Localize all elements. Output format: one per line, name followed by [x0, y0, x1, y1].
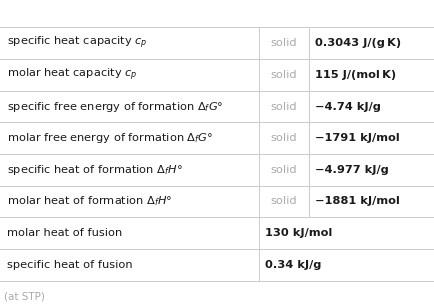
Text: specific heat capacity $c_p$: specific heat capacity $c_p$: [7, 35, 147, 52]
Text: solid: solid: [270, 102, 296, 112]
Text: −4.977 kJ/g: −4.977 kJ/g: [315, 165, 388, 175]
Text: molar heat capacity $c_p$: molar heat capacity $c_p$: [7, 67, 137, 83]
Text: 115 J/(mol K): 115 J/(mol K): [315, 70, 395, 80]
Text: 130 kJ/mol: 130 kJ/mol: [265, 228, 332, 238]
Text: molar heat of fusion: molar heat of fusion: [7, 228, 122, 238]
Text: molar heat of formation $\Delta_f H°$: molar heat of formation $\Delta_f H°$: [7, 195, 172, 208]
Text: specific heat of fusion: specific heat of fusion: [7, 260, 132, 270]
Text: −4.74 kJ/g: −4.74 kJ/g: [315, 102, 380, 112]
Text: −1791 kJ/mol: −1791 kJ/mol: [315, 133, 399, 143]
Text: solid: solid: [270, 165, 296, 175]
Text: specific heat of formation $\Delta_f H°$: specific heat of formation $\Delta_f H°$: [7, 163, 182, 177]
Text: 0.34 kJ/g: 0.34 kJ/g: [265, 260, 321, 270]
Text: solid: solid: [270, 133, 296, 143]
Text: −1881 kJ/mol: −1881 kJ/mol: [315, 196, 399, 206]
Text: solid: solid: [270, 196, 296, 206]
Text: solid: solid: [270, 70, 296, 80]
Text: specific free energy of formation $\Delta_f G°$: specific free energy of formation $\Delt…: [7, 99, 223, 113]
Text: (at STP): (at STP): [4, 291, 45, 301]
Text: solid: solid: [270, 38, 296, 48]
Text: molar free energy of formation $\Delta_f G°$: molar free energy of formation $\Delta_f…: [7, 131, 212, 145]
Text: 0.3043 J/(g K): 0.3043 J/(g K): [315, 38, 401, 48]
